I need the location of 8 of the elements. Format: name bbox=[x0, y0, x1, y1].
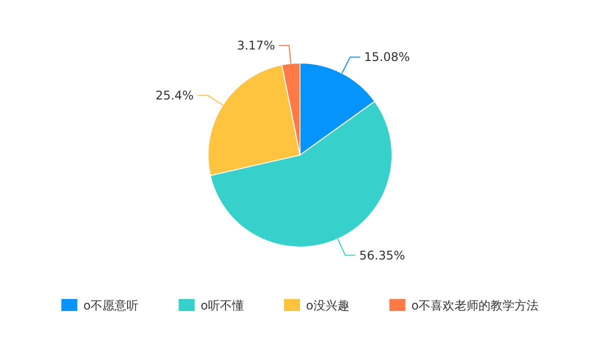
legend-label: o不愿意听 bbox=[83, 298, 139, 312]
legend-label: o没兴趣 bbox=[306, 298, 350, 312]
legend-label: o听不懂 bbox=[200, 298, 244, 312]
data-label: 56.35% bbox=[359, 248, 405, 262]
legend-label: o不喜欢老师的教学方法 bbox=[411, 298, 539, 312]
data-label: 3.17% bbox=[236, 38, 276, 53]
data-label: 25.4% bbox=[155, 88, 194, 102]
data-label: 15.08% bbox=[364, 50, 410, 64]
